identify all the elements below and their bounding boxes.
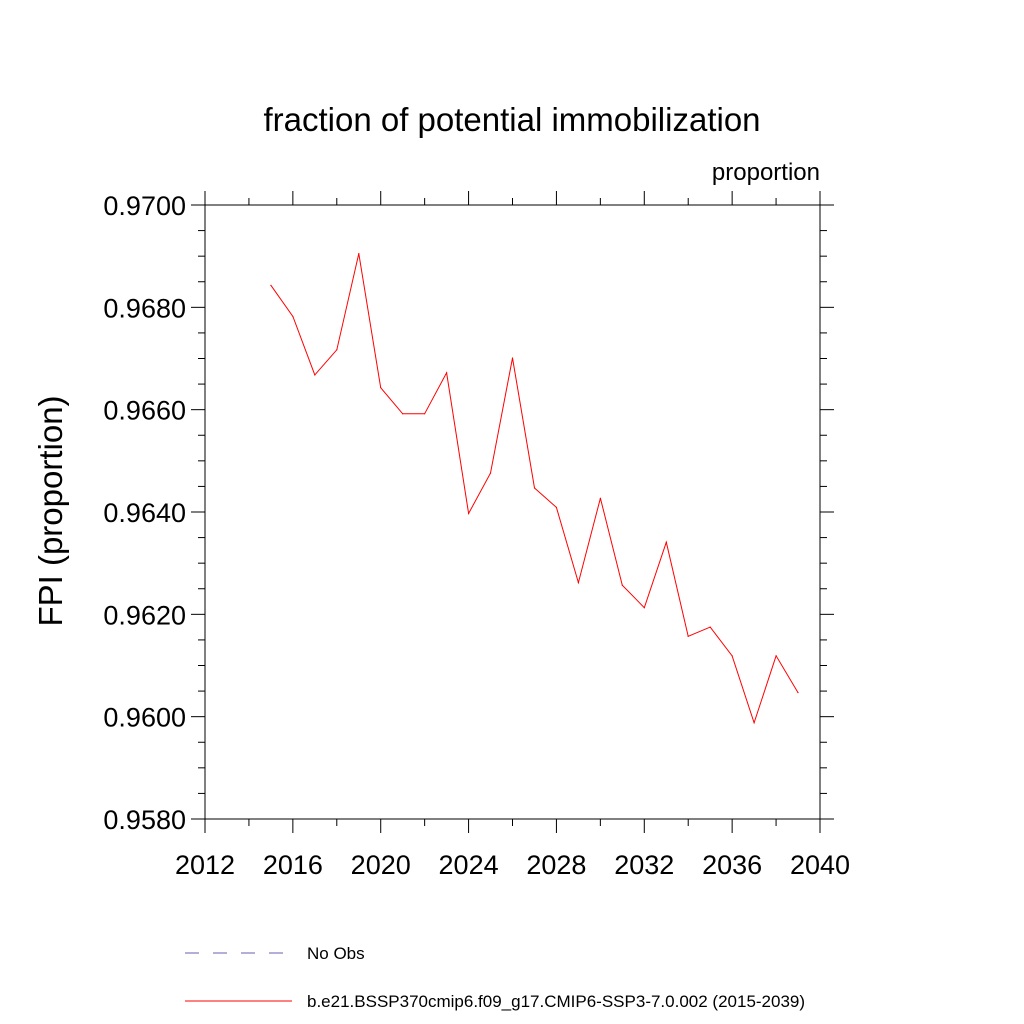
y-tick-label: 0.9600	[103, 703, 186, 733]
data-point	[380, 387, 382, 389]
data-point	[402, 413, 404, 415]
data-point	[687, 635, 689, 637]
data-point	[358, 253, 360, 255]
data-point	[270, 284, 272, 286]
x-tick-label: 2040	[790, 850, 850, 880]
data-point	[621, 584, 623, 586]
legend: No Obs b.e21.BSSP370cmip6.f09_g17.CMIP6-…	[185, 944, 805, 1011]
legend-label-model: b.e21.BSSP370cmip6.f09_g17.CMIP6-SSP3-7.…	[307, 992, 805, 1011]
y-tick-label: 0.9680	[103, 293, 186, 323]
units-label: proportion	[712, 159, 820, 186]
data-point	[446, 372, 448, 374]
data-point	[489, 472, 492, 474]
y-tick-label: 0.9640	[103, 498, 186, 528]
data-point	[292, 315, 294, 318]
data-point	[643, 607, 645, 609]
y-tick-label: 0.9620	[103, 600, 186, 630]
x-tick-label: 2016	[263, 850, 323, 880]
series-layer	[270, 253, 799, 725]
data-point	[731, 655, 733, 657]
y-tick-label: 0.9580	[103, 805, 186, 835]
data-point	[797, 692, 799, 694]
data-point	[709, 626, 711, 628]
data-point	[577, 582, 580, 584]
data-point	[511, 357, 514, 359]
y-tick-labels: 0.9580 0.9600 0.9620 0.9640 0.9660 0.9680 0.97…	[103, 191, 186, 835]
y-axis-label: FPI (proportion)	[32, 395, 69, 626]
y-tick-label: 0.9700	[103, 191, 186, 221]
x-tick-label: 2020	[351, 850, 411, 880]
data-point	[424, 413, 426, 415]
data-point	[753, 722, 755, 724]
data-point	[665, 541, 667, 543]
plot-frame	[204, 204, 821, 820]
data-point	[468, 512, 470, 515]
x-tick-label: 2024	[439, 850, 499, 880]
axis-ticks	[191, 191, 834, 833]
x-tick-label: 2036	[702, 850, 762, 880]
data-point	[336, 349, 338, 351]
data-point	[775, 655, 777, 657]
data-point	[599, 497, 602, 499]
x-tick-label: 2028	[526, 850, 586, 880]
chart-title: fraction of potential immobilization	[263, 101, 760, 138]
x-tick-label: 2012	[175, 850, 235, 880]
x-tick-label: 2032	[614, 850, 674, 880]
x-tick-labels: 2012 2016 2020 2024 2028 2032 2036 2040	[175, 850, 850, 880]
data-point	[533, 487, 536, 489]
y-tick-label: 0.9660	[103, 396, 186, 426]
data-point	[555, 506, 558, 508]
data-point	[314, 374, 316, 376]
legend-label-no-obs: No Obs	[307, 944, 365, 963]
